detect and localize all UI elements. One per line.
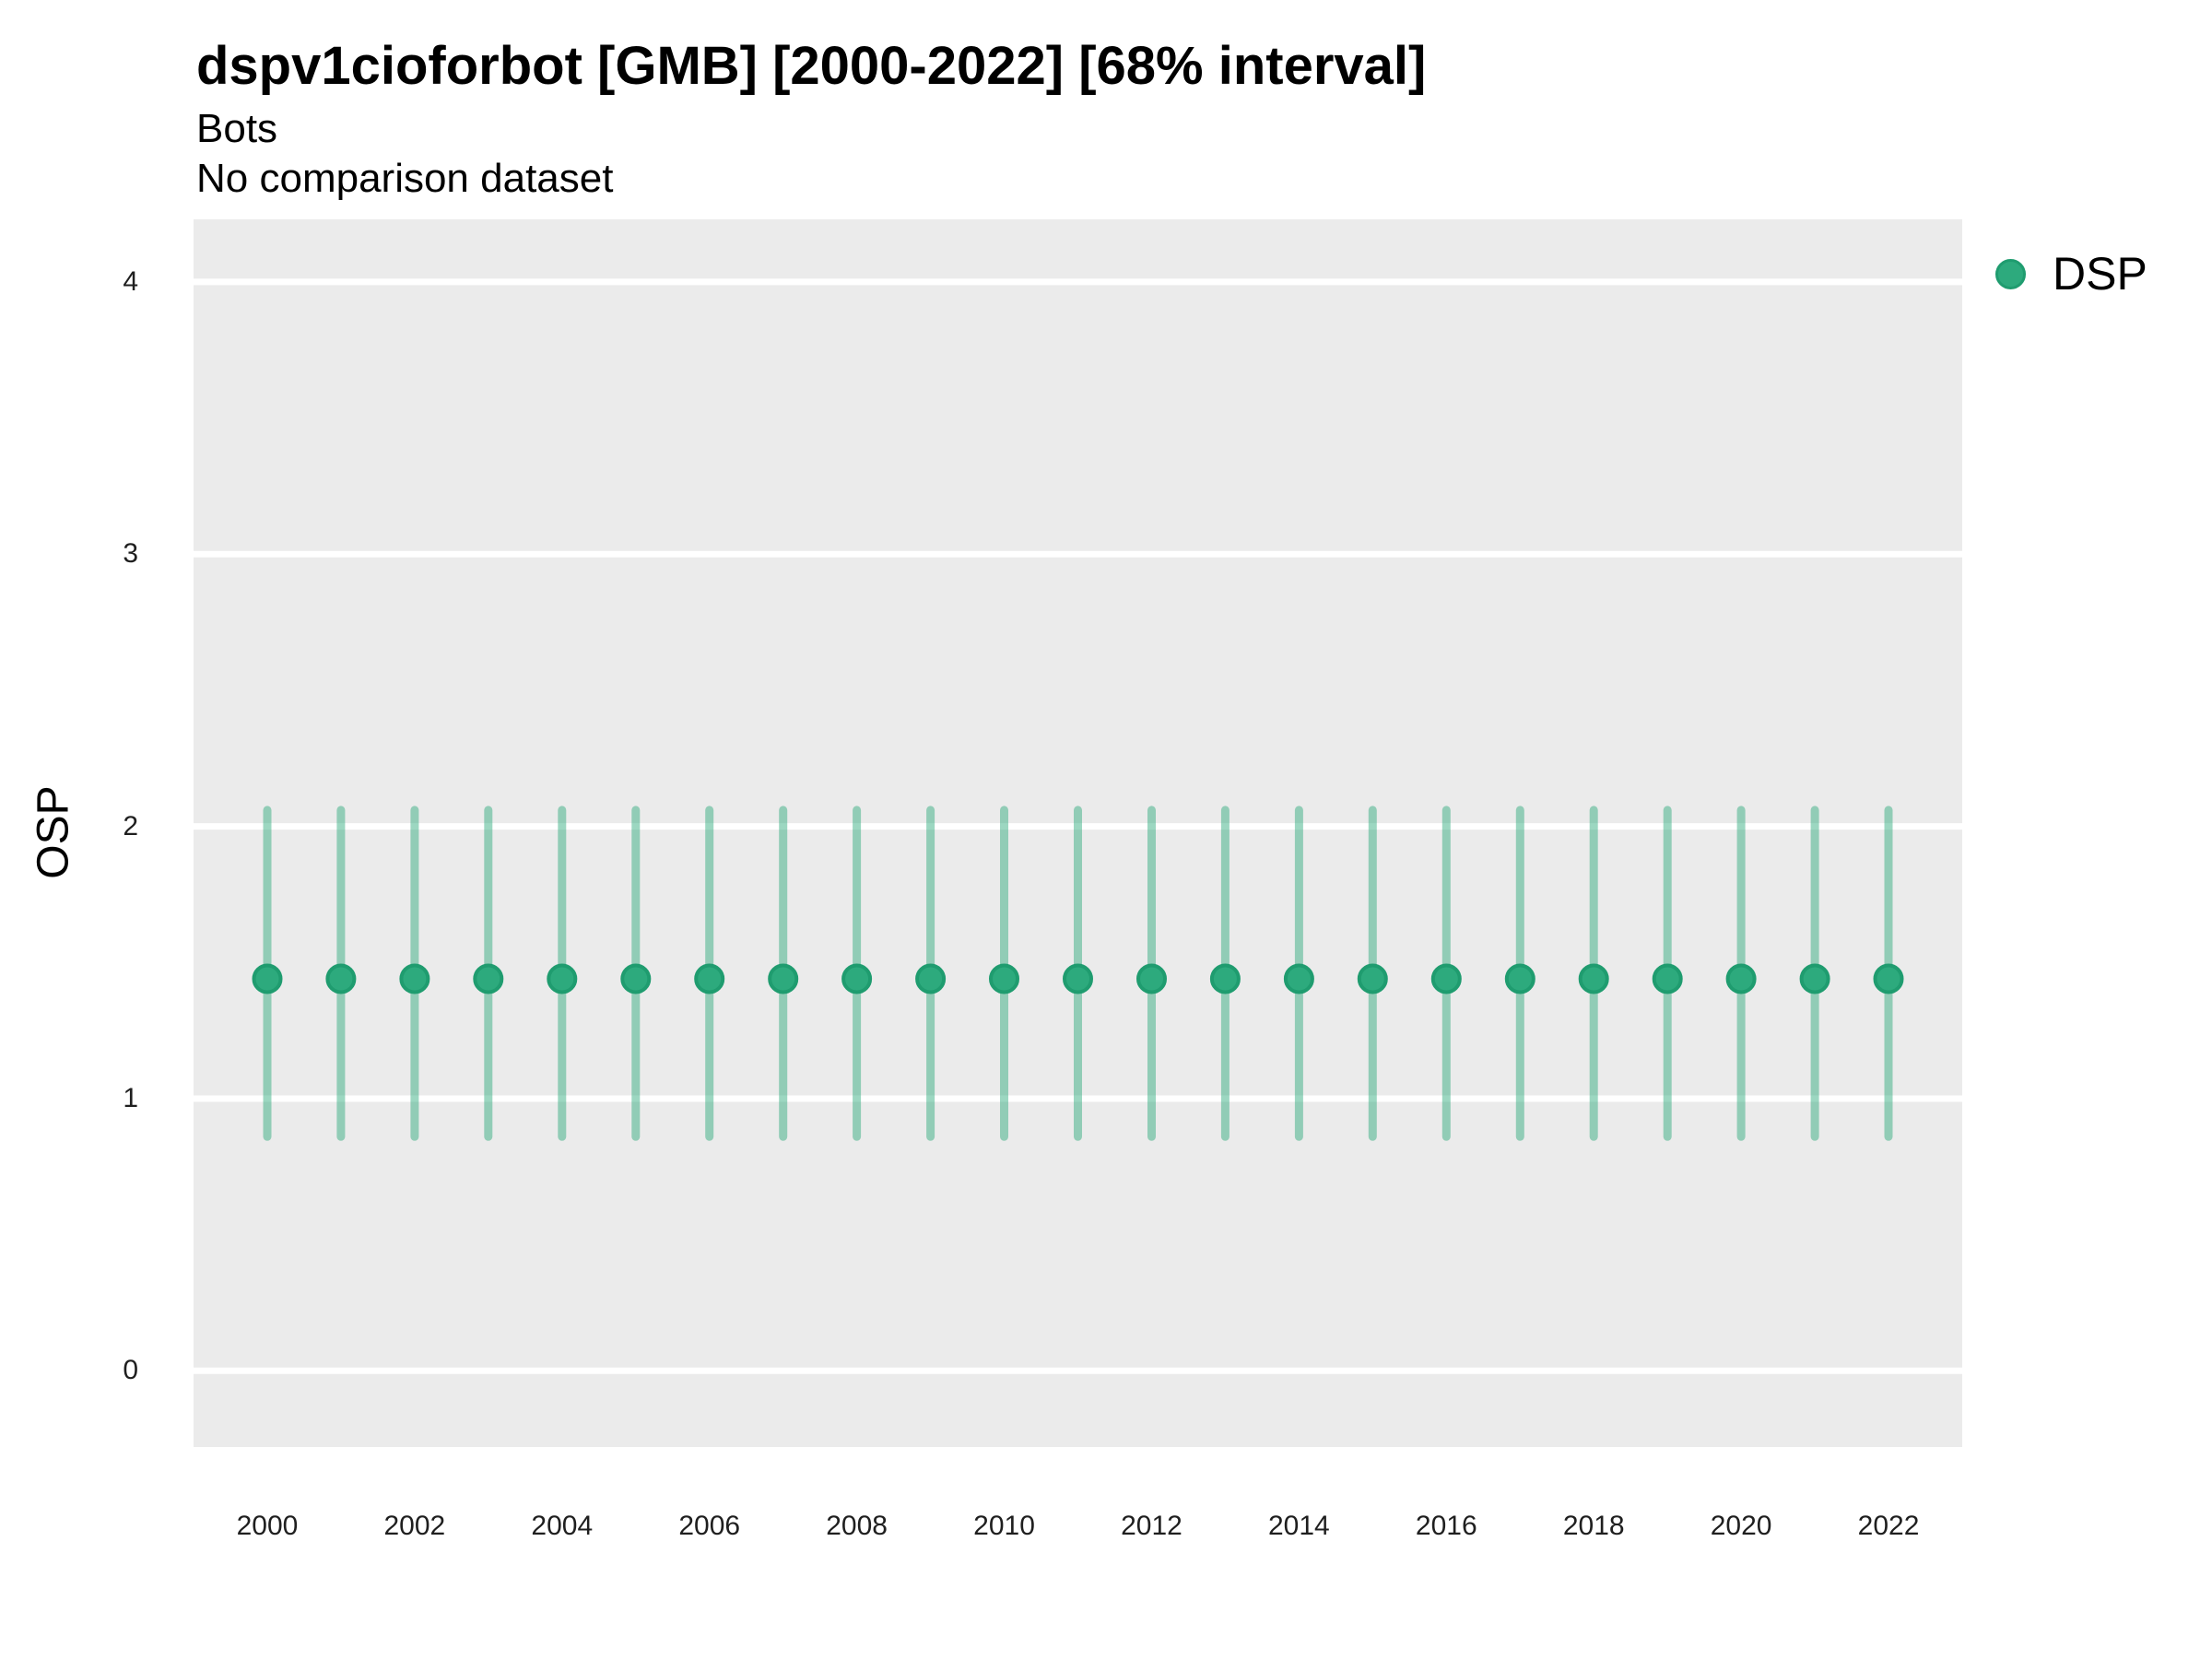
data-point-2014 (1283, 963, 1314, 994)
data-point-2002 (399, 963, 430, 994)
x-tick-label-2020: 2020 (1710, 1511, 1772, 1541)
data-point-2008 (841, 963, 873, 994)
data-point-2019 (1652, 963, 1683, 994)
data-point-2011 (1063, 963, 1093, 994)
plot-panel (194, 219, 1962, 1447)
x-tick-label-2008: 2008 (826, 1511, 888, 1541)
data-point-2018 (1578, 963, 1609, 994)
y-tick-label-2: 2 (123, 810, 138, 841)
y-tick-label-3: 3 (123, 538, 138, 570)
data-point-2016 (1430, 963, 1462, 994)
plot-area-svg (194, 278, 1962, 1374)
data-point-2021 (1799, 963, 1830, 994)
x-tick-label-2016: 2016 (1415, 1511, 1477, 1541)
data-point-2022 (1873, 963, 1904, 994)
x-tick-label-2006: 2006 (678, 1511, 741, 1541)
x-tick-label-2002: 2002 (383, 1511, 446, 1541)
y-tick-label-4: 4 (123, 265, 138, 297)
data-point-2004 (547, 963, 578, 994)
data-point-2015 (1357, 963, 1388, 994)
data-point-2010 (989, 963, 1019, 994)
x-tick-label-2018: 2018 (1562, 1511, 1625, 1541)
legend: DSP (1995, 251, 2147, 297)
data-point-2012 (1136, 963, 1167, 994)
chart-title: dspv1cioforbot [GMB] [2000-2022] [68% in… (196, 36, 1427, 96)
data-point-2013 (1209, 963, 1241, 994)
data-point-2000 (252, 963, 283, 994)
x-tick-label-2022: 2022 (1857, 1511, 1920, 1541)
data-point-2007 (768, 963, 799, 994)
data-point-2020 (1725, 963, 1757, 994)
chart-subtitle: Bots (196, 106, 278, 151)
legend-dsp-circle-icon (1995, 258, 2026, 289)
y-tick-label-0: 0 (123, 1355, 138, 1386)
x-tick-label-2004: 2004 (531, 1511, 594, 1541)
y-tick-label-1: 1 (123, 1082, 138, 1113)
x-tick-label-2012: 2012 (1121, 1511, 1182, 1541)
data-point-2005 (620, 963, 652, 994)
legend-dsp-label: DSP (2053, 248, 2147, 300)
data-point-2006 (694, 963, 725, 994)
data-point-2001 (325, 963, 357, 994)
data-point-2017 (1504, 963, 1535, 994)
x-tick-label-2010: 2010 (973, 1511, 1035, 1541)
data-point-2003 (473, 963, 504, 994)
x-tick-label-2014: 2014 (1268, 1511, 1330, 1541)
data-point-2009 (915, 963, 947, 994)
comparison-note: No comparison dataset (196, 156, 614, 201)
x-tick-label-2000: 2000 (236, 1511, 299, 1541)
